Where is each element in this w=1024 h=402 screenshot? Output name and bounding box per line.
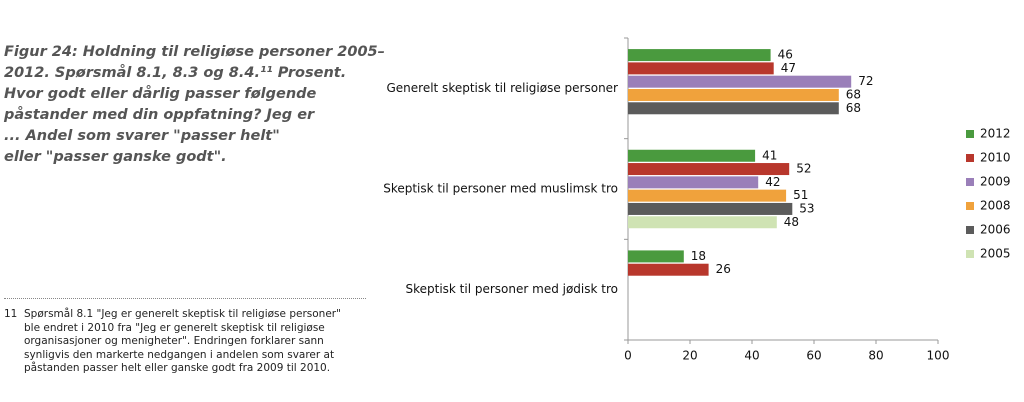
bar <box>628 75 852 88</box>
value-label: 42 <box>765 175 780 189</box>
value-label: 26 <box>716 262 731 276</box>
bar <box>628 49 771 62</box>
legend-label: 2006 <box>980 223 1011 237</box>
x-tick-label: 20 <box>682 349 697 363</box>
category-label: Skeptisk til personer med jødisk tro <box>405 282 618 296</box>
category-label: Generelt skeptisk til religiøse personer <box>386 81 618 95</box>
value-label: 53 <box>799 201 814 215</box>
value-label: 46 <box>778 48 793 62</box>
legend-swatch <box>966 250 974 258</box>
legend-label: 2009 <box>980 175 1011 189</box>
caption-line: 2012. Spørsmål 8.1, 8.3 og 8.4.¹¹ Prosen… <box>4 65 347 81</box>
legend-swatch <box>966 130 974 138</box>
footnote-text: Spørsmål 8.1 "Jeg er generelt skeptisk t… <box>24 308 341 376</box>
legend-swatch <box>966 202 974 210</box>
x-tick-label: 0 <box>624 349 632 363</box>
x-tick-label: 100 <box>927 349 950 363</box>
x-tick-label: 60 <box>806 349 821 363</box>
caption-line: ... Andel som svarer "passer helt" <box>4 128 280 144</box>
legend-label: 2005 <box>980 247 1011 261</box>
bar <box>628 88 839 101</box>
legend-label: 2008 <box>980 199 1011 213</box>
legend-swatch <box>966 154 974 162</box>
value-label: 72 <box>858 74 873 88</box>
value-label: 51 <box>793 188 808 202</box>
legend-swatch <box>966 226 974 234</box>
footnote-line: påstanden passer helt eller ganske godt … <box>24 362 331 374</box>
value-label: 47 <box>781 61 796 75</box>
bar <box>628 102 839 115</box>
figure-caption: Figur 24: Holdning til religiøse persone… <box>4 42 385 168</box>
footnote-line: ble endret i 2010 fra "Jeg er generelt s… <box>24 321 325 334</box>
value-label: 68 <box>846 87 861 101</box>
bar <box>628 263 709 276</box>
x-tick-label: 80 <box>868 349 883 363</box>
caption-line: eller "passer ganske godt". <box>4 149 227 165</box>
bar <box>628 189 787 202</box>
bar <box>628 62 774 75</box>
footnote: 11 Spørsmål 8.1 "Jeg er generelt skeptis… <box>4 308 341 376</box>
footnote-line: Spørsmål 8.1 "Jeg er generelt skeptisk t… <box>24 308 341 320</box>
caption-line: Hvor godt eller dårlig passer følgende <box>4 86 317 102</box>
value-label: 41 <box>762 148 777 162</box>
footnote-line: synligvis den markerte nedgangen i andel… <box>24 348 335 361</box>
bar <box>628 216 777 229</box>
caption-line: Figur 24: Holdning til religiøse persone… <box>4 44 385 60</box>
category-label: Skeptisk til personer med muslimsk tro <box>383 182 618 196</box>
legend-swatch <box>966 178 974 186</box>
separator <box>4 298 366 299</box>
x-tick-label: 40 <box>744 349 759 363</box>
bar <box>628 202 793 215</box>
footnote-number: 11 <box>4 308 18 320</box>
value-label: 52 <box>796 162 811 176</box>
value-label: 68 <box>846 101 861 115</box>
caption-line: påstander med din oppfatning? Jeg er <box>4 107 315 123</box>
footnote-line: organisasjoner og menigheter". Endringen… <box>24 335 324 347</box>
bar <box>628 163 790 176</box>
legend-label: 2012 <box>980 127 1011 141</box>
value-label: 18 <box>691 249 706 263</box>
legend-label: 2010 <box>980 151 1011 165</box>
bar <box>628 149 756 162</box>
value-label: 48 <box>784 215 799 229</box>
bar <box>628 176 759 189</box>
bar <box>628 250 684 263</box>
